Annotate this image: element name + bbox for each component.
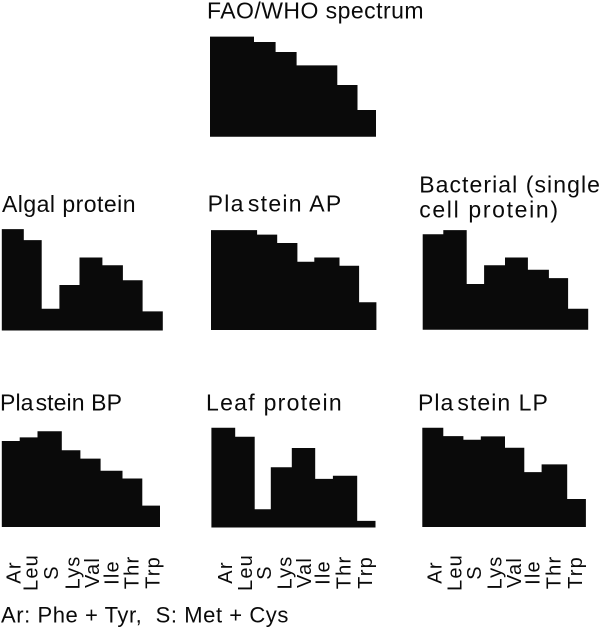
svg-text:Leu: Leu <box>21 554 43 591</box>
svg-text:Leaf protein: Leaf protein <box>206 390 343 416</box>
svg-text:Lys: Lys <box>63 556 85 590</box>
svg-text:Ile: Ile <box>102 560 124 585</box>
svg-text:Ar: Phe + Tyr, S: Met + Cys: Ar: Phe + Tyr, S: Met + Cys <box>1 603 289 628</box>
svg-text:Val: Val <box>82 557 104 588</box>
svg-text:Leu: Leu <box>235 554 257 591</box>
svg-text:Pla stein LP: Pla stein LP <box>418 390 549 416</box>
svg-text:S: S <box>41 565 63 580</box>
svg-text:Pla stein BP: Pla stein BP <box>0 390 122 416</box>
svg-text:Bacterial (single: Bacterial (single <box>419 172 600 198</box>
svg-text:Ar: Ar <box>425 561 447 583</box>
svg-text:Ile: Ile <box>313 560 335 585</box>
svg-text:Lys: Lys <box>275 556 297 590</box>
svg-text:Ar: Ar <box>4 561 26 583</box>
svg-text:Thr: Thr <box>334 556 356 590</box>
svg-text:Lys: Lys <box>485 556 507 590</box>
svg-text:Ar: Ar <box>215 561 237 583</box>
svg-text:cell protein): cell protein) <box>419 196 559 222</box>
svg-text:FAO/WHO spectrum: FAO/WHO spectrum <box>207 0 424 24</box>
svg-text:Algal protein: Algal protein <box>2 191 136 217</box>
svg-text:Trp: Trp <box>143 556 165 589</box>
svg-text:Val: Val <box>504 557 526 588</box>
svg-text:Ile: Ile <box>523 560 545 585</box>
svg-text:Thr: Thr <box>122 556 144 590</box>
svg-text:Val: Val <box>294 557 316 588</box>
svg-text:Trp: Trp <box>355 556 377 589</box>
svg-text:S: S <box>464 565 486 580</box>
svg-text:S: S <box>254 565 276 580</box>
svg-text:Thr: Thr <box>544 556 566 590</box>
svg-text:Leu: Leu <box>445 554 467 591</box>
svg-text:Pla stein AP: Pla stein AP <box>208 191 343 217</box>
svg-text:Trp: Trp <box>565 556 587 589</box>
